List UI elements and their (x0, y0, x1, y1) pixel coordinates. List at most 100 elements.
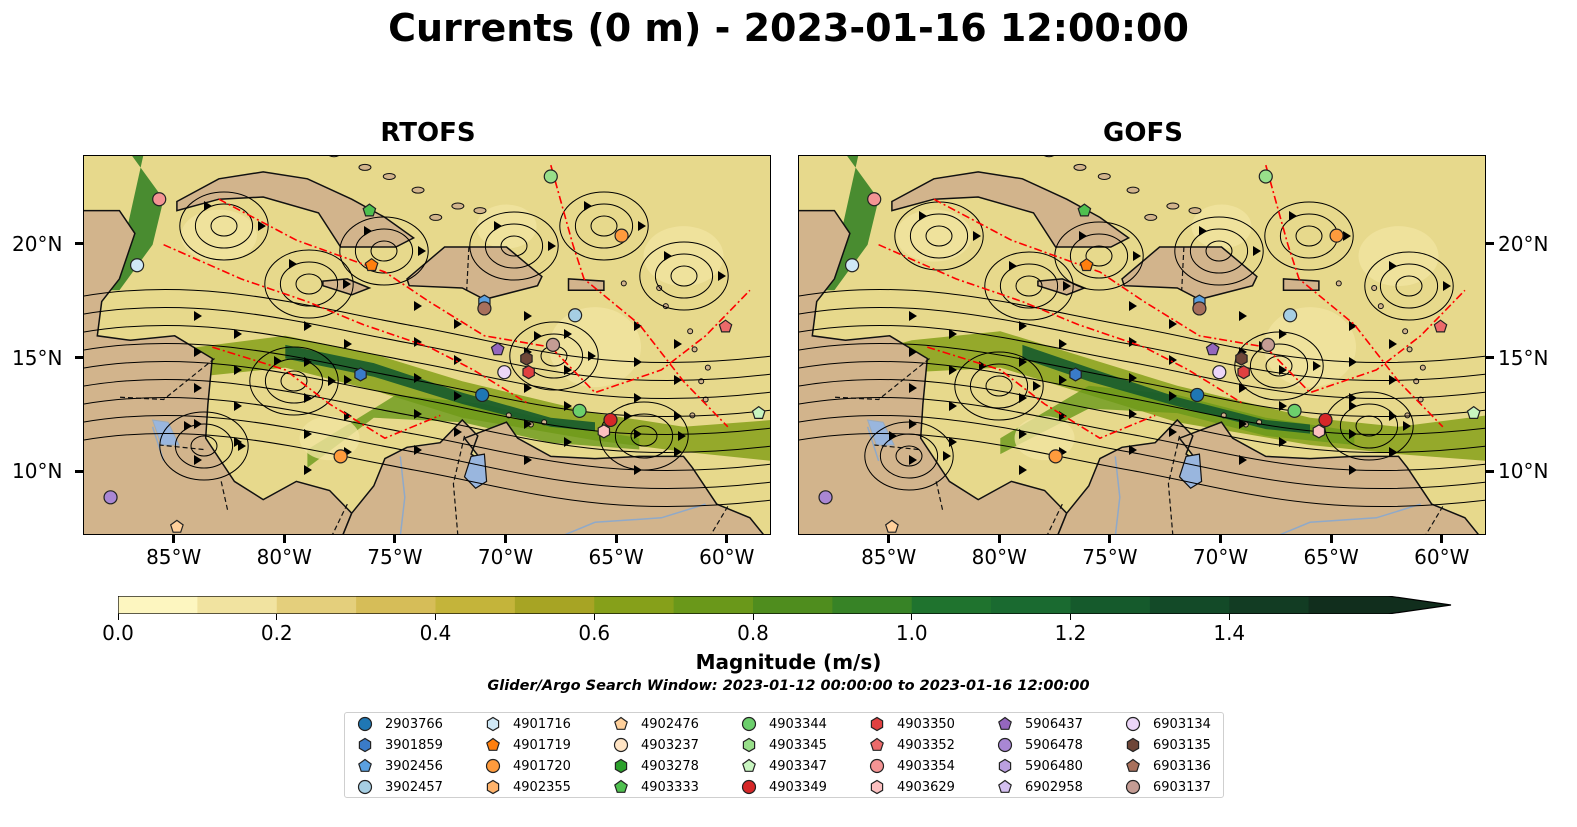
legend-marker[interactable] (742, 758, 756, 772)
float-marker[interactable] (1212, 365, 1227, 380)
hexagon-marker-icon (614, 758, 628, 774)
legend-marker[interactable] (358, 737, 372, 753)
float-marker[interactable] (477, 301, 492, 316)
float-marker[interactable] (364, 257, 379, 272)
map-gofs-canvas (799, 156, 1485, 534)
float-marker[interactable] (1287, 403, 1302, 418)
float-marker[interactable] (1312, 424, 1326, 439)
float-marker[interactable] (1190, 387, 1205, 403)
float-marker[interactable] (1433, 319, 1448, 333)
float-marker[interactable] (572, 403, 587, 418)
river (399, 456, 406, 534)
float-marker[interactable] (614, 228, 629, 243)
legend-marker[interactable] (998, 758, 1012, 774)
legend-marker[interactable] (614, 758, 628, 774)
map-rtofs[interactable] (83, 155, 771, 535)
legend-item: 3902457 (357, 777, 443, 797)
legend-marker[interactable] (1126, 758, 1140, 772)
legend-marker[interactable] (870, 716, 884, 732)
bahamas-island (429, 213, 443, 221)
legend-marker[interactable] (614, 716, 628, 730)
float-marker[interactable] (884, 519, 899, 533)
float-marker[interactable] (1318, 412, 1333, 428)
colorbar-tick-mark (117, 614, 119, 620)
legend-label: 3902457 (385, 779, 443, 795)
float-marker[interactable] (818, 490, 833, 505)
float-marker[interactable] (497, 365, 512, 380)
float-marker[interactable] (844, 258, 860, 273)
float-marker[interactable] (1283, 308, 1298, 323)
legend-marker[interactable] (358, 758, 372, 772)
legend-item: 4903347 (741, 756, 827, 776)
legend-marker[interactable] (485, 758, 501, 774)
float-marker[interactable] (152, 192, 167, 207)
current-core (285, 344, 595, 432)
small-island (620, 280, 627, 287)
float-marker[interactable] (1069, 367, 1082, 382)
float-marker[interactable] (1205, 342, 1220, 356)
float-marker[interactable] (751, 405, 766, 419)
legend-marker[interactable] (998, 779, 1012, 793)
legend-marker[interactable] (357, 779, 373, 795)
float-marker[interactable] (522, 365, 535, 380)
float-marker[interactable] (545, 337, 561, 352)
legend-marker[interactable] (869, 758, 885, 774)
float-marker[interactable] (1466, 405, 1481, 419)
legend-marker[interactable] (998, 716, 1012, 730)
float-marker[interactable] (568, 308, 583, 323)
legend-marker[interactable] (486, 716, 500, 732)
legend-marker[interactable] (613, 737, 629, 753)
float-marker[interactable] (1079, 257, 1094, 272)
float-marker[interactable] (333, 449, 348, 464)
float-marker[interactable] (603, 412, 618, 428)
eddy-patch (1191, 204, 1252, 249)
legend-marker[interactable] (997, 737, 1013, 753)
lake-nicaragua (866, 419, 895, 446)
float-marker[interactable] (1260, 337, 1276, 352)
float-marker[interactable] (490, 342, 505, 356)
legend-item: 4903349 (741, 777, 827, 797)
legend-marker[interactable] (870, 737, 884, 751)
colorbar-segment (1308, 596, 1389, 614)
x-tick-mark (172, 535, 176, 543)
legend-marker[interactable] (1126, 737, 1140, 753)
float-marker[interactable] (1235, 351, 1248, 366)
x-tick-mark (997, 535, 1001, 543)
legend-marker[interactable] (870, 779, 884, 795)
legend-marker[interactable] (1125, 716, 1141, 732)
legend-marker[interactable] (357, 716, 373, 732)
float-marker[interactable] (354, 367, 367, 382)
float-marker[interactable] (867, 192, 882, 207)
legend-marker[interactable] (486, 737, 500, 751)
legend-marker[interactable] (614, 779, 628, 793)
float-marker[interactable] (520, 351, 533, 366)
small-island (691, 346, 698, 353)
float-marker[interactable] (1077, 203, 1092, 217)
colorbar-segment (753, 596, 833, 614)
pentagon-marker-icon (614, 779, 628, 793)
float-marker[interactable] (169, 519, 184, 533)
float-marker[interactable] (103, 490, 118, 505)
legend-item: 4903333 (613, 777, 699, 797)
legend-marker[interactable] (742, 737, 756, 753)
float-marker[interactable] (597, 424, 611, 439)
float-marker[interactable] (543, 169, 558, 184)
float-marker[interactable] (1329, 228, 1344, 243)
legend-marker[interactable] (486, 779, 500, 795)
float-marker[interactable] (1192, 301, 1207, 316)
x-tick-mark (1108, 535, 1112, 543)
map-gofs[interactable] (798, 155, 1486, 535)
colorbar-tick-mark (1228, 614, 1230, 620)
float-marker[interactable] (475, 387, 490, 403)
x-tick-mark (614, 535, 618, 543)
float-marker[interactable] (129, 258, 145, 273)
float-marker[interactable] (1048, 449, 1063, 464)
float-marker[interactable] (1237, 365, 1250, 380)
float-marker[interactable] (362, 203, 377, 217)
float-marker[interactable] (718, 319, 733, 333)
legend-marker[interactable] (1125, 779, 1141, 795)
y-tick-mark (1486, 356, 1494, 359)
legend-marker[interactable] (741, 779, 757, 795)
float-marker[interactable] (1258, 169, 1273, 184)
legend-marker[interactable] (741, 716, 757, 732)
